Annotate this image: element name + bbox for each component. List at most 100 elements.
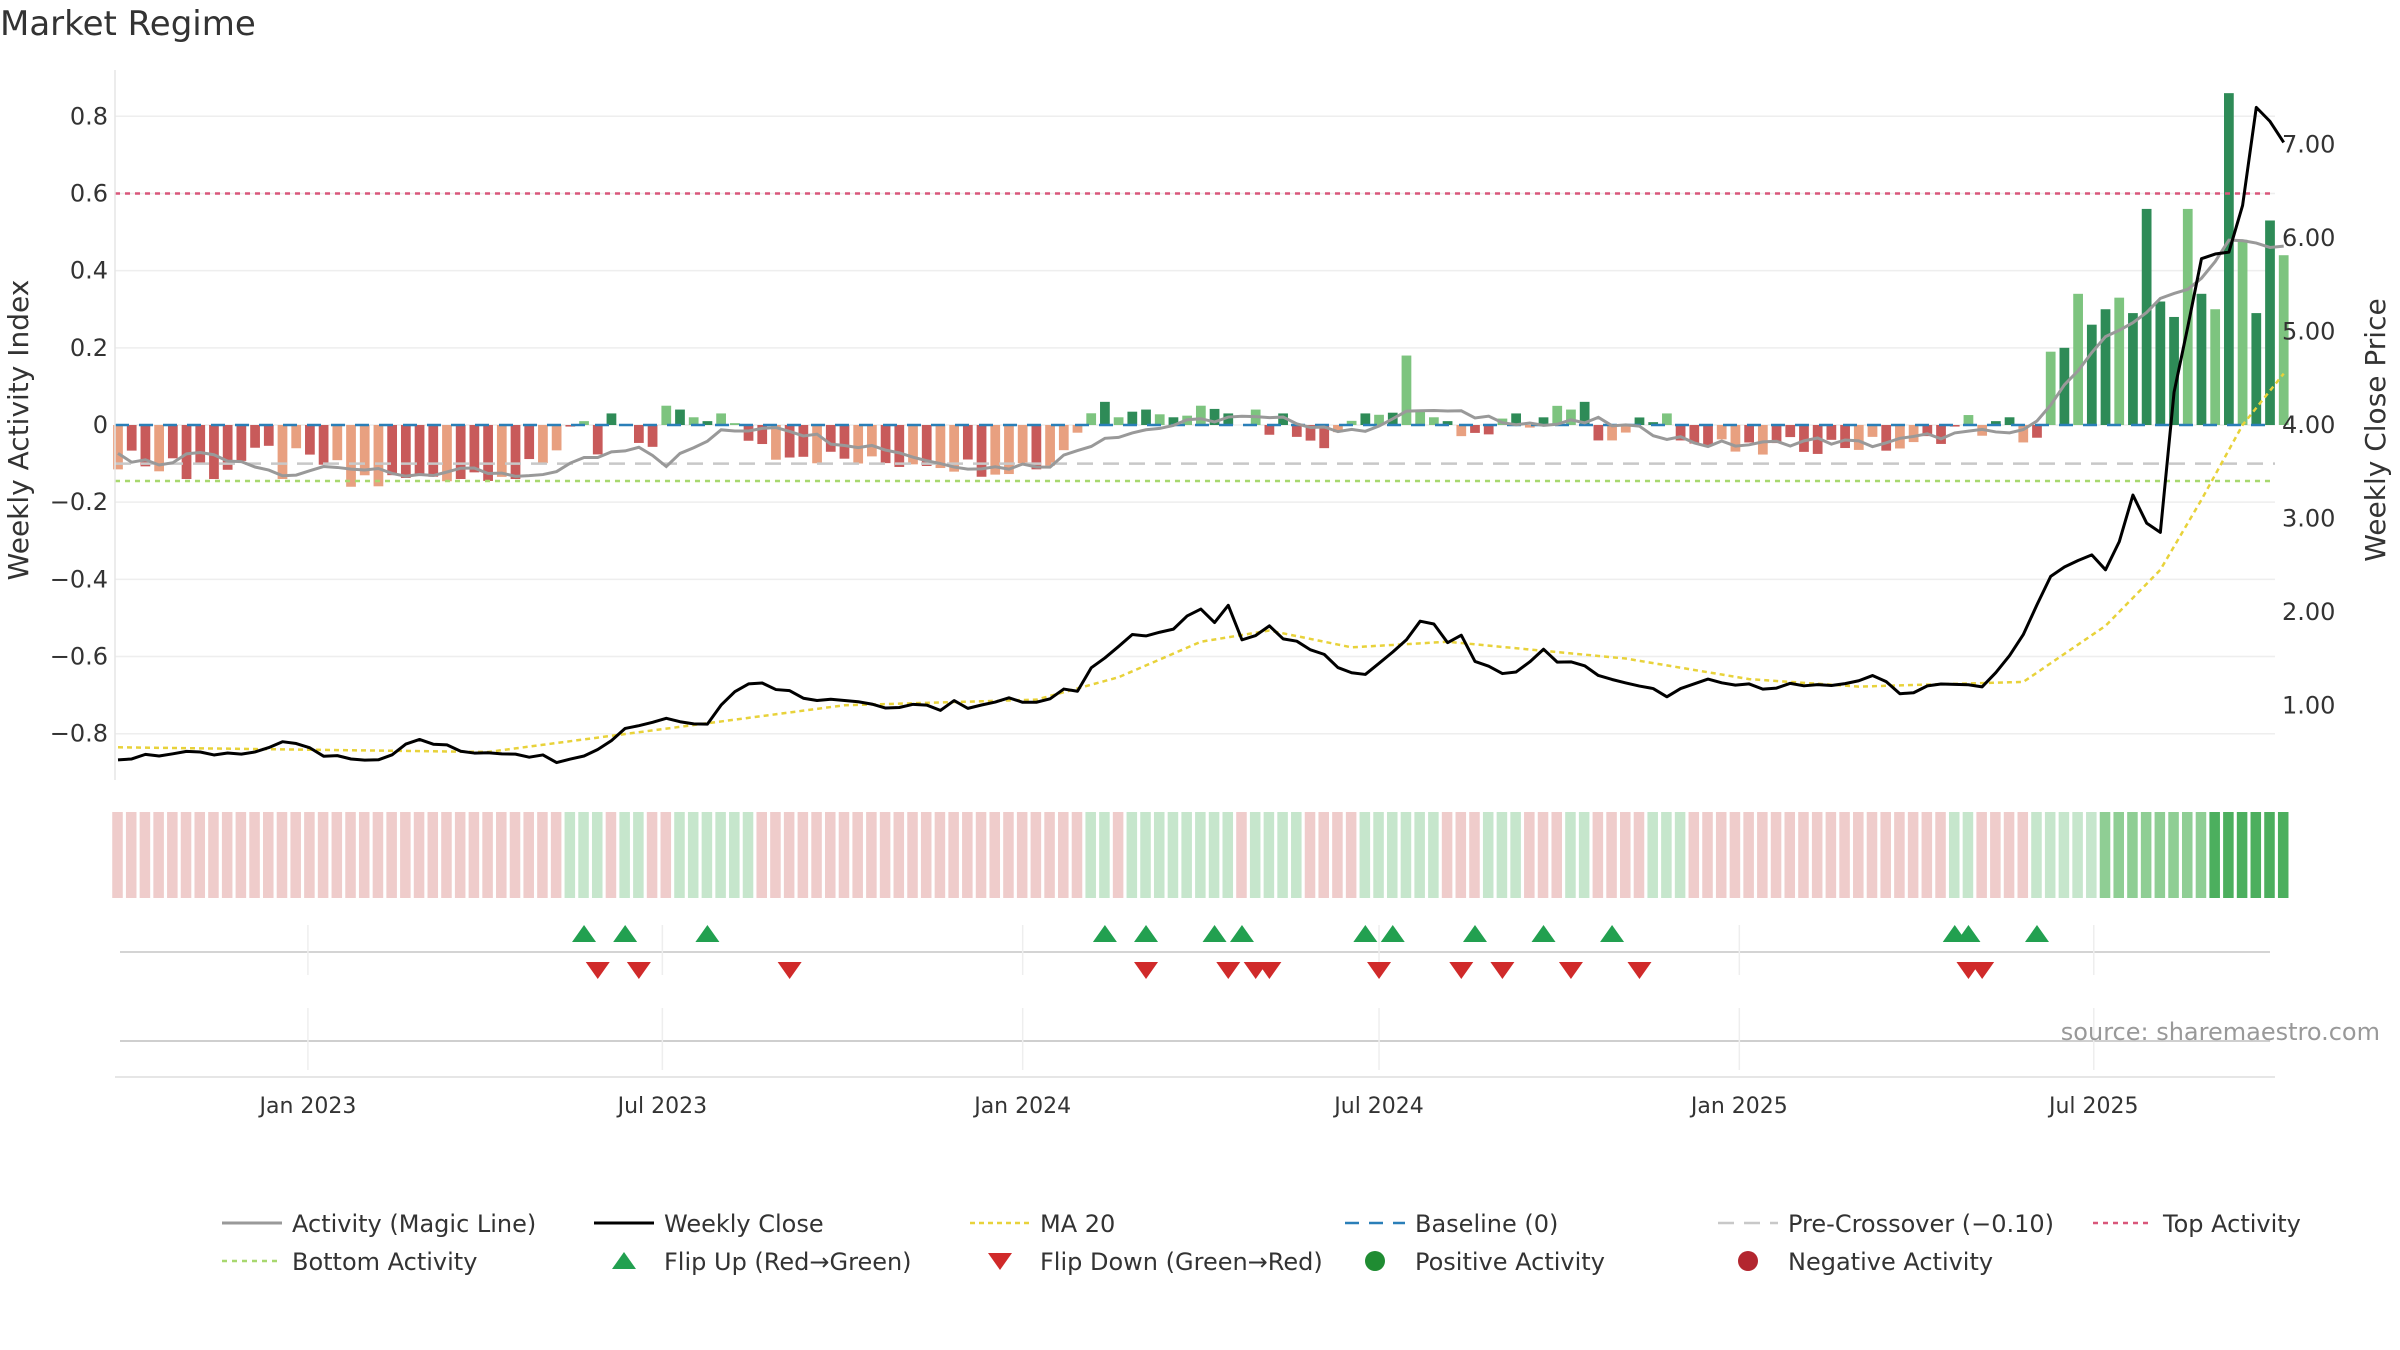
regime-band-cell: [1962, 812, 1974, 898]
activity-bar: [332, 425, 343, 461]
flip-down-marker: [626, 962, 651, 979]
activity-bar: [373, 425, 384, 487]
regime-band-cell: [1428, 812, 1439, 898]
activity-bar: [1483, 425, 1494, 435]
activity-bar: [1442, 421, 1453, 425]
legend-label: Negative Activity: [1788, 1248, 1993, 1276]
regime-band-cell: [687, 812, 699, 898]
y-left-tick-label: 0.4: [70, 257, 108, 285]
regime-band-cell: [1551, 812, 1563, 898]
activity-bar: [1058, 425, 1069, 451]
regime-band-cell: [1332, 812, 1343, 898]
regime-band-cell: [2154, 812, 2166, 898]
regime-band-cell: [1880, 812, 1891, 898]
y-left-axis-label: Weekly Activity Index: [2, 280, 35, 581]
legend-item-ma: MA 20: [970, 1210, 1115, 1238]
activity-bar: [1278, 413, 1288, 425]
regime-band-cell: [1126, 812, 1138, 898]
activity-bar: [1031, 425, 1042, 470]
activity-bar: [1429, 417, 1439, 425]
legend-label: MA 20: [1040, 1210, 1115, 1238]
activity-bar: [606, 413, 617, 425]
flip-down-marker: [1558, 962, 1583, 979]
legend-label: Flip Up (Red→Green): [664, 1248, 912, 1276]
activity-bar: [1744, 425, 1755, 443]
activity-bar: [1963, 415, 1974, 425]
regime-band-cell: [537, 812, 548, 898]
activity-bar: [661, 405, 672, 425]
regime-band-cell: [2277, 812, 2289, 898]
activity-bar: [1840, 425, 1850, 449]
activity-bar: [2278, 255, 2289, 425]
regime-band-cell: [1153, 812, 1165, 898]
activity-bar: [1703, 425, 1713, 446]
activity-bar: [2141, 208, 2152, 425]
activity-bar: [236, 425, 247, 461]
y-left-tick-label: 0.2: [70, 334, 108, 362]
regime-band-cell: [1784, 812, 1796, 898]
regime-band-cell: [1071, 812, 1083, 898]
activity-bar: [222, 425, 233, 470]
regime-band-cell: [1016, 812, 1028, 898]
regime-band-cell: [1798, 812, 1809, 898]
activity-bar: [1360, 413, 1371, 425]
regime-band-cell: [2044, 812, 2056, 898]
regime-band-cell: [1565, 812, 1576, 898]
regime-band-cell: [2113, 812, 2124, 898]
activity-bar: [2237, 239, 2248, 425]
legend-label: Bottom Activity: [292, 1248, 477, 1276]
activity-bar: [784, 425, 795, 458]
activity-bar: [2224, 93, 2234, 426]
activity-bar: [1853, 425, 1864, 450]
regime-band-cell: [509, 812, 521, 898]
regime-band-cell: [962, 812, 973, 898]
regime-band-cell: [783, 812, 795, 898]
regime-band-cell: [1373, 812, 1384, 898]
activity-bar: [1908, 425, 1919, 443]
regime-band-cell: [1688, 812, 1700, 898]
legend-label: Pre-Crossover (−0.10): [1788, 1210, 2054, 1238]
regime-band-cell: [2140, 812, 2152, 898]
regime-band-cell: [838, 812, 850, 898]
regime-band-cell: [1770, 812, 1782, 898]
legend-item-flipup: Flip Up (Red→Green): [612, 1248, 912, 1276]
activity-bar: [113, 425, 123, 470]
activity-bar: [716, 413, 726, 425]
activity-bar: [1209, 408, 1220, 425]
activity-bar: [1456, 425, 1467, 437]
flip-down-marker: [1134, 962, 1159, 979]
regime-band-cell: [1674, 812, 1686, 898]
regime-band-cell: [413, 812, 425, 898]
activity-bar: [1538, 417, 1549, 425]
activity-bar: [812, 425, 822, 464]
activity-bar: [839, 425, 850, 459]
activity-bar: [729, 423, 740, 425]
regime-band-cell: [989, 812, 1001, 898]
activity-bar: [1195, 405, 1206, 425]
regime-band-cell: [907, 812, 918, 898]
regime-band-cell: [811, 812, 822, 898]
regime-band-cell: [2017, 812, 2029, 898]
activity-bar: [2018, 425, 2029, 443]
activity-bar: [1689, 425, 1700, 444]
regime-band-cell: [482, 812, 493, 898]
regime-band-cell: [1058, 812, 1069, 898]
activity-bar: [1730, 425, 1741, 452]
activity-bar: [1579, 401, 1590, 425]
regime-band-cell: [317, 812, 329, 898]
regime-band-cell: [1715, 812, 1727, 898]
legend-label: Activity (Magic Line): [292, 1210, 536, 1238]
activity-bar: [921, 425, 932, 467]
regime-band-cell: [770, 812, 781, 898]
regime-band-cell: [1359, 812, 1371, 898]
regime-band-cell: [2058, 812, 2070, 898]
regime-band-cell: [1318, 812, 1329, 898]
legend-swatch: [1738, 1251, 1758, 1271]
activity-bar: [976, 425, 987, 477]
activity-bar: [1415, 409, 1426, 425]
activity-bar: [743, 425, 754, 441]
activity-bar: [880, 425, 891, 464]
y-left-tick-label: 0.6: [70, 179, 108, 207]
activity-bar: [1154, 414, 1165, 425]
activity-bar: [688, 417, 699, 425]
